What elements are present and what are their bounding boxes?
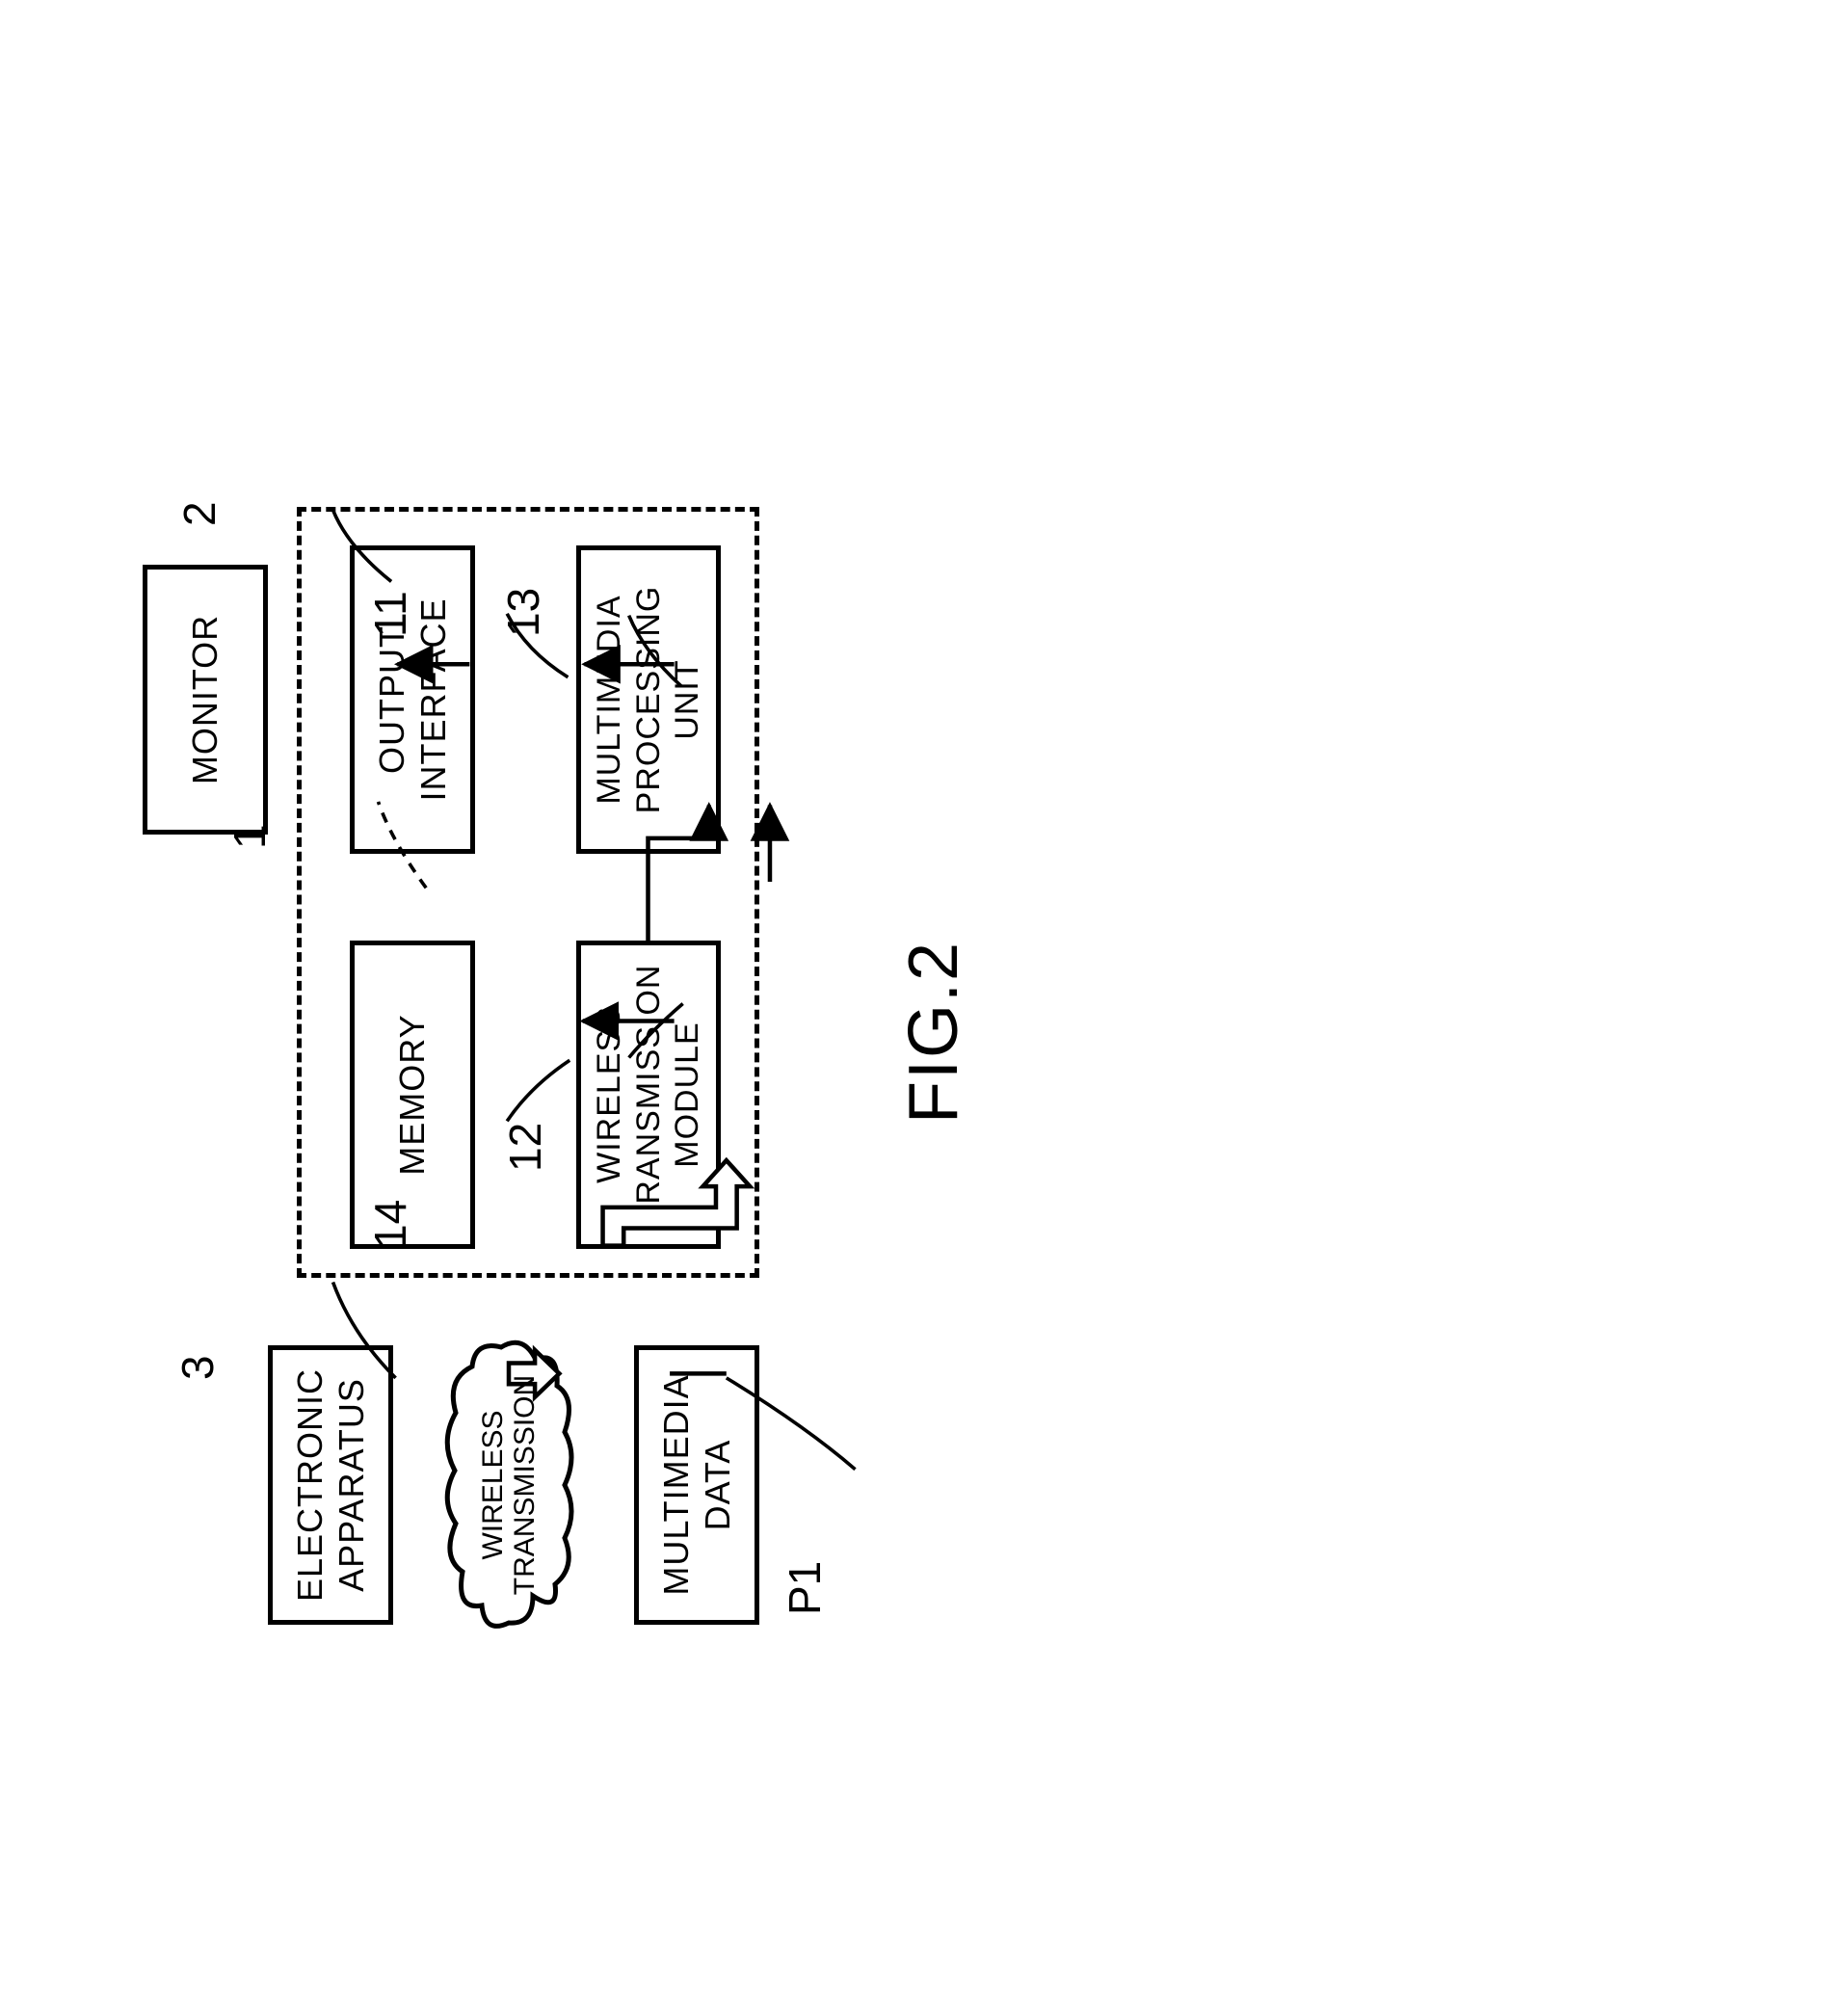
electronic-apparatus-block: ELECTRONICAPPARATUS (268, 1345, 393, 1625)
wireless-module-label: WIRELESSTRANSMISSIONMODULE (590, 965, 707, 1226)
wireless-transmission-cloud: WIRELESSTRANSMISSION (441, 1336, 576, 1634)
multimedia-processing-label: MULTIMEDIAPROCESSINGUNIT (590, 586, 707, 814)
ref-12: 12 (499, 1123, 551, 1172)
monitor-label: MONITOR (184, 615, 225, 784)
ref-13: 13 (497, 588, 549, 637)
monitor-block: MONITOR (143, 565, 268, 835)
memory-label: MEMORY (391, 1014, 433, 1175)
wireless-transmission-label: WIRELESSTRANSMISSION (477, 1375, 541, 1595)
multimedia-data-block: MULTIMEDIADATA (634, 1345, 759, 1625)
ref-3: 3 (172, 1355, 224, 1380)
ref-14: 14 (364, 1200, 416, 1249)
wireless-module-block: WIRELESSTRANSMISSIONMODULE (576, 941, 721, 1249)
ref-1: 1 (224, 824, 276, 849)
diagram-canvas: ELECTRONICAPPARATUS MULTIMEDIADATA WIREL… (239, 333, 1588, 1683)
ref-11: 11 (364, 591, 416, 637)
multimedia-processing-block: MULTIMEDIAPROCESSINGUNIT (576, 545, 721, 854)
electronic-apparatus-label: ELECTRONICAPPARATUS (289, 1368, 372, 1602)
ref-p1: P1 (779, 1561, 831, 1615)
figure-label: FIG.2 (894, 941, 973, 1124)
multimedia-data-label: MULTIMEDIADATA (655, 1374, 738, 1595)
ref-2: 2 (173, 501, 225, 526)
